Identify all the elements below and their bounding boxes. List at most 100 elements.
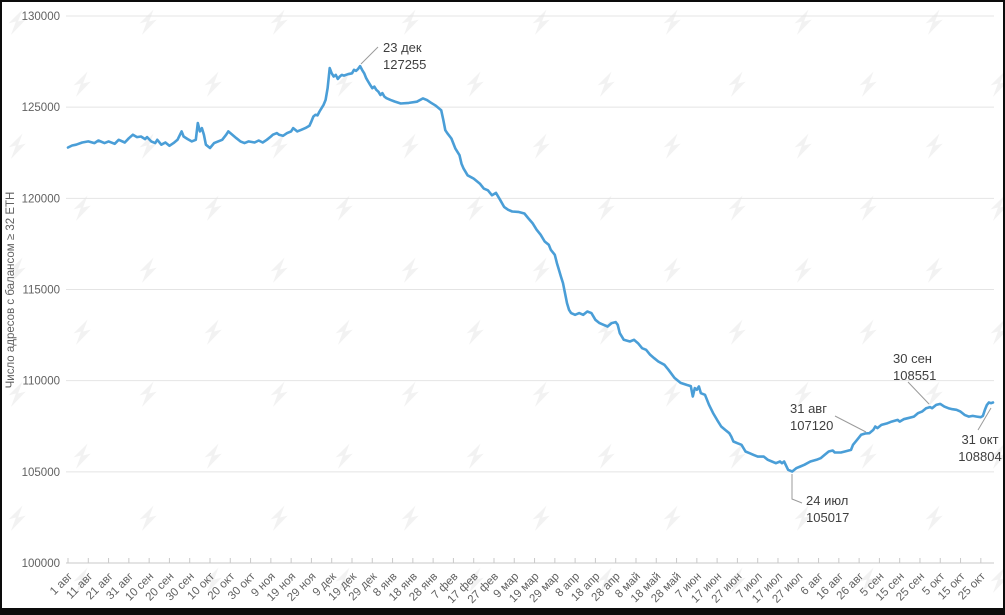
watermark-logo-icon — [270, 9, 288, 35]
watermark-logo-icon — [597, 195, 615, 221]
watermark-logo-icon — [597, 71, 615, 97]
watermark-logo-icon — [466, 567, 484, 593]
watermark-logo-icon — [139, 133, 157, 159]
watermark-logo-icon — [532, 257, 550, 283]
watermark-logo-icon — [466, 319, 484, 345]
y-tick-label: 130000 — [22, 11, 60, 23]
watermark-logo-icon — [794, 505, 812, 531]
annotation-label: 31 окт 108804 — [958, 432, 1001, 464]
y-tick-label: 120000 — [22, 193, 60, 205]
watermark-logo-icon — [794, 257, 812, 283]
watermark-logo-icon — [925, 257, 943, 283]
watermark-logo-icon — [401, 505, 419, 531]
watermark-logo-icon — [270, 381, 288, 407]
watermark-logo-icon — [466, 195, 484, 221]
annotation-label: 31 авг 107120 — [790, 401, 833, 433]
watermark-logo-icon — [728, 71, 746, 97]
watermark-logo-icon — [335, 567, 353, 593]
watermark-logo-icon — [925, 505, 943, 531]
annotation-leader — [977, 407, 992, 431]
watermark-logo-icon — [532, 9, 550, 35]
watermark-logo-icon — [466, 71, 484, 97]
watermark-logo-icon — [401, 133, 419, 159]
watermark-logo-icon — [728, 443, 746, 469]
screenshot-border-edge — [0, 0, 1005, 2]
watermark-logo-icon — [663, 381, 681, 407]
watermark-logo-icon — [335, 319, 353, 345]
watermark-logo-icon — [139, 9, 157, 35]
watermark-logo-icon — [532, 381, 550, 407]
watermark-logo-icon — [859, 195, 877, 221]
watermark-logo-icon — [335, 195, 353, 221]
watermark-logo-icon — [597, 567, 615, 593]
watermark-logo-icon — [204, 319, 222, 345]
watermark-logo-icon — [859, 567, 877, 593]
watermark-logo-icon — [204, 443, 222, 469]
annotation-label: 30 сен 108551 — [893, 351, 936, 383]
watermark-logo-icon — [466, 443, 484, 469]
annotation-leader — [791, 474, 803, 504]
grid-layer: 130000 125000 120000 115000 110000 105000 1000… — [22, 11, 994, 570]
watermark-logo-icon — [73, 195, 91, 221]
series-layer — [66, 64, 995, 473]
watermark-logo-icon — [73, 567, 91, 593]
screenshot-border-edge — [0, 0, 2, 615]
watermark-logo-icon — [270, 133, 288, 159]
watermark-logo-icon — [532, 505, 550, 531]
watermark-logo-icon — [8, 505, 26, 531]
watermark-logo-icon — [532, 133, 550, 159]
watermark-logo-icon — [728, 319, 746, 345]
watermark-logo-icon — [204, 567, 222, 593]
annotations-layer: 23 дек 127255 30 сен 108551 31 авг 107120 24 и… — [360, 40, 1002, 525]
watermark-logo-icon — [401, 381, 419, 407]
watermark-logo-icon — [139, 505, 157, 531]
watermark-logo-icon — [859, 443, 877, 469]
annotation-label: 24 июл 105017 — [806, 493, 849, 525]
watermark-logo-icon — [925, 9, 943, 35]
watermark-logo-icon — [139, 257, 157, 283]
watermark-logo-icon — [597, 319, 615, 345]
y-tick-label: 115000 — [22, 285, 60, 297]
watermark-logo-icon — [73, 443, 91, 469]
watermark-logo-icon — [8, 257, 26, 283]
watermark-logo-icon — [794, 133, 812, 159]
watermark-logo-icon — [925, 381, 943, 407]
screenshot-border-edge — [1003, 0, 1005, 615]
watermark-logo-icon — [990, 195, 1005, 221]
watermark-logo-icon — [990, 443, 1005, 469]
watermark-logo-icon — [73, 71, 91, 97]
watermark-logo-icon — [728, 567, 746, 593]
y-tick-label: 105000 — [22, 467, 60, 479]
y-tick-label: 125000 — [22, 102, 60, 114]
watermark-logo-icon — [663, 133, 681, 159]
watermark-logo-icon — [728, 195, 746, 221]
annotation-leader — [360, 46, 379, 65]
watermark-logo-icon — [597, 443, 615, 469]
watermark-logo-icon — [73, 319, 91, 345]
watermark-logo-icon — [270, 257, 288, 283]
watermark-logo-icon — [204, 195, 222, 221]
y-tick-label: 110000 — [22, 376, 60, 388]
series-line[interactable] — [66, 64, 995, 473]
annotation-label: 23 дек 127255 — [383, 40, 426, 72]
watermark-logo-icon — [335, 71, 353, 97]
watermark-logo-icon — [401, 257, 419, 283]
watermark-logo-icon — [663, 505, 681, 531]
watermark-logo-icon — [204, 71, 222, 97]
watermark-logo-icon — [859, 319, 877, 345]
watermark-logo-icon — [270, 505, 288, 531]
watermark-logo-icon — [663, 257, 681, 283]
watermark-logo-icon — [990, 567, 1005, 593]
watermark-logo-icon — [794, 9, 812, 35]
annotation-leader — [907, 381, 930, 405]
watermark-logo-icon — [990, 71, 1005, 97]
watermark-logo-icon — [925, 133, 943, 159]
watermark-logo-icon — [859, 71, 877, 97]
y-axis-title: Число адресов с балансом ≥ 32 ETH — [5, 192, 17, 389]
annotation-leader — [834, 415, 867, 433]
watermark-logo-icon — [139, 381, 157, 407]
watermark-logo-icon — [8, 381, 26, 407]
